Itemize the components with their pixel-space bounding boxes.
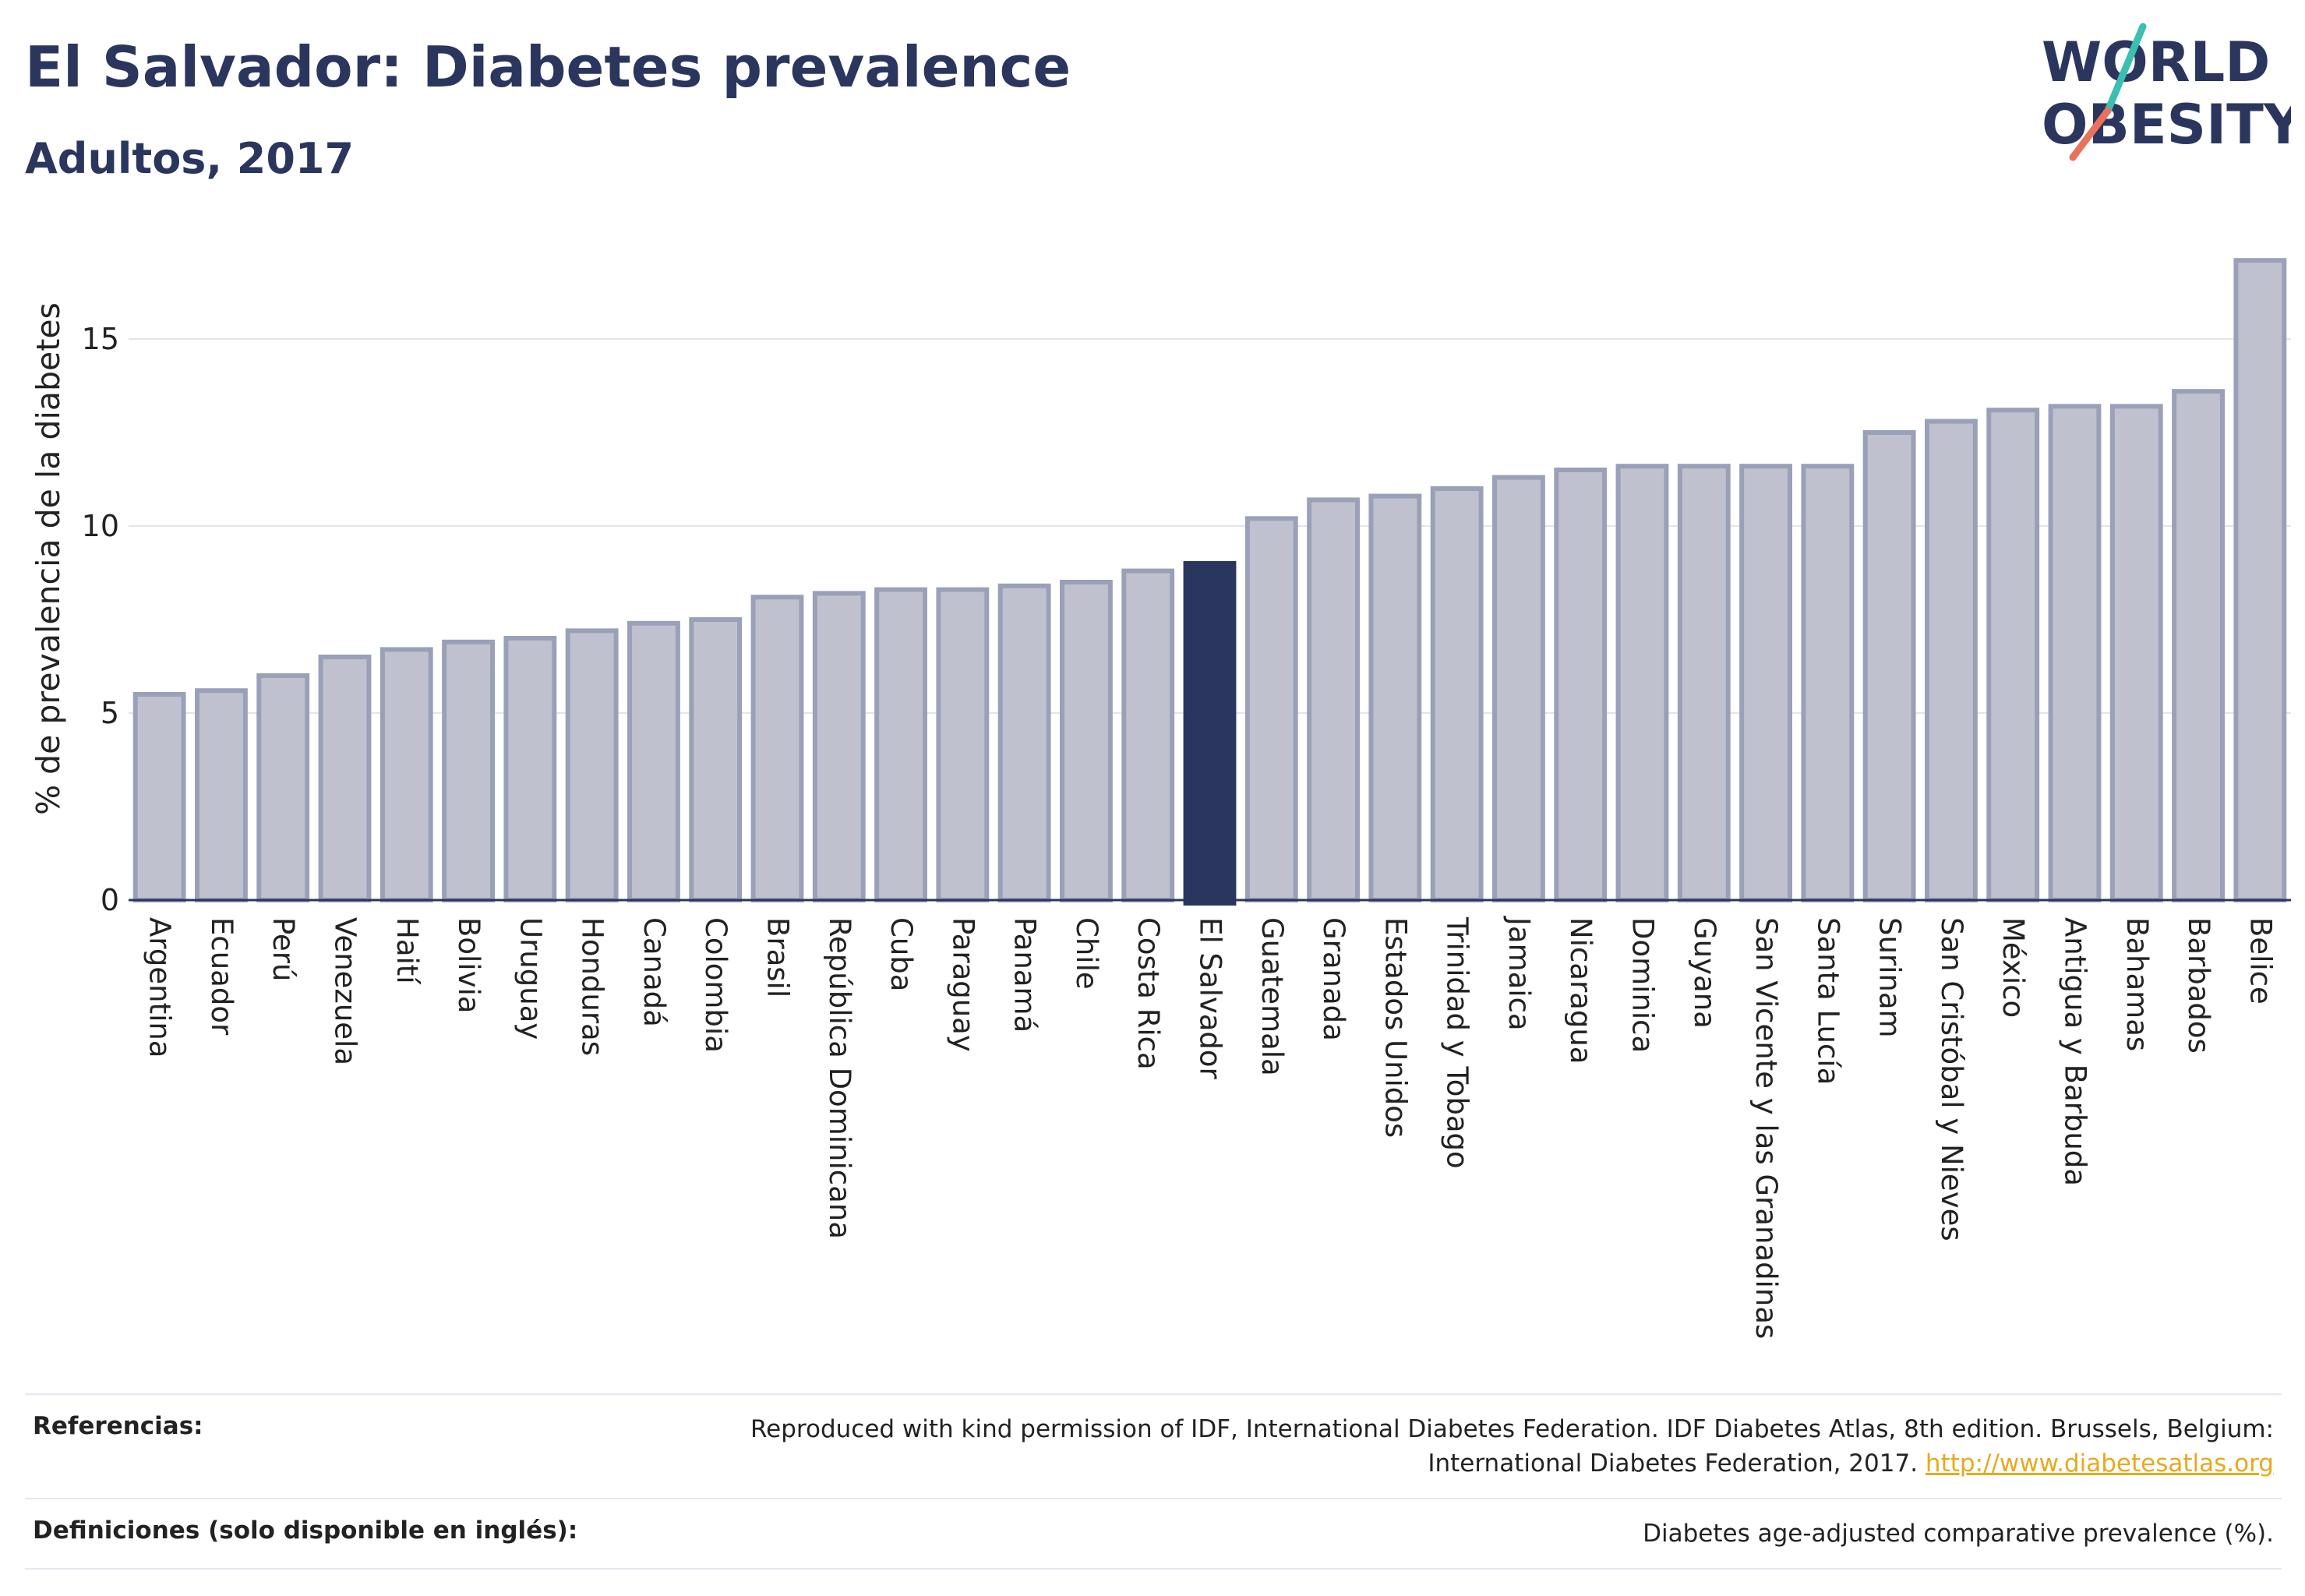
bar[interactable] (1121, 568, 1175, 902)
y-tick-label: 10 (82, 509, 119, 543)
bar[interactable] (1739, 464, 1792, 902)
references-link[interactable]: http://www.diabetesatlas.org (1925, 1449, 2274, 1478)
bar[interactable] (503, 636, 557, 902)
references-label: Referencias: (33, 1412, 203, 1440)
bar[interactable] (1986, 408, 2040, 902)
bar-chart: 0 5 10 15 Argentina Ecuador Perú Venezuela Hait… (30, 258, 2291, 1339)
bar[interactable] (442, 639, 495, 902)
bar[interactable] (132, 692, 186, 902)
references-text: Reproduced with kind permission of IDF, … (750, 1415, 2274, 1478)
footer: Referencias: Reproduced with kind permis… (25, 1393, 2282, 1570)
y-tick-label: 5 (101, 696, 119, 730)
x-tick-label: México (1996, 917, 2030, 1018)
x-tick-label: Brasil (761, 917, 795, 998)
references-row: Referencias: Reproduced with kind permis… (25, 1393, 2282, 1498)
bar[interactable] (1862, 430, 1916, 902)
x-tick-label: Trinidad y Tobago (1441, 916, 1474, 1169)
x-tick-label: Paraguay (946, 917, 980, 1052)
bar[interactable] (689, 617, 743, 902)
bar[interactable] (1554, 468, 1608, 902)
x-tick-label: Perú (267, 917, 300, 981)
x-tick-label: Venezuela (329, 917, 362, 1065)
bar[interactable] (1801, 464, 1855, 902)
definitions-label: Definiciones (solo disponible en inglés)… (33, 1517, 578, 1545)
y-tick-labels: 0 5 10 15 (82, 322, 119, 917)
y-tick-label: 0 (101, 883, 119, 917)
bars-group (129, 258, 2291, 906)
x-tick-label: Haití (390, 917, 424, 985)
x-tick-label: Barbados (2182, 917, 2215, 1054)
x-tick-labels: Argentina Ecuador Perú Venezuela Haití Bolivi… (143, 916, 2278, 1339)
logo-slash-teal (2104, 23, 2147, 115)
bar[interactable] (750, 595, 804, 902)
x-tick-label: El Salvador (1194, 917, 1227, 1080)
bar[interactable] (2172, 389, 2225, 902)
x-tick-label: Guyana (1688, 917, 1721, 1029)
bar[interactable] (256, 673, 310, 902)
logo-text-world: WORLD (2042, 30, 2270, 94)
bar-highlighted[interactable] (1183, 561, 1237, 906)
bar[interactable] (318, 655, 372, 902)
x-tick-label: Granada (1317, 917, 1350, 1041)
references-text-block: Reproduced with kind permission of IDF, … (598, 1412, 2274, 1481)
x-tick-label: Colombia (699, 917, 732, 1053)
bar[interactable] (2233, 258, 2287, 902)
x-tick-label: República Dominicana (823, 917, 856, 1239)
y-axis-label: % de prevalencia de la diabetes (30, 302, 67, 815)
x-tick-label: Cuba (884, 917, 918, 991)
bar[interactable] (812, 591, 866, 903)
chart-subtitle: Adultos, 2017 (25, 134, 355, 183)
bar[interactable] (1060, 580, 1113, 902)
x-tick-label: Dominica (1626, 917, 1660, 1053)
definitions-row: Definiciones (solo disponible en inglés)… (25, 1498, 2282, 1570)
bar[interactable] (1307, 497, 1360, 902)
x-tick-label: Estados Unidos (1378, 917, 1412, 1138)
x-tick-label: Costa Rica (1131, 917, 1165, 1070)
x-tick-label: Bahamas (2120, 917, 2154, 1051)
x-tick-label: San Vicente y las Granadinas (1749, 917, 1783, 1339)
x-tick-label: Canadá (637, 917, 671, 1027)
bar[interactable] (1244, 516, 1298, 903)
bar[interactable] (997, 583, 1051, 902)
bar[interactable] (565, 628, 619, 903)
bar[interactable] (195, 688, 248, 902)
definitions-text: Diabetes age-adjusted comparative preval… (1643, 1520, 2274, 1548)
x-tick-label: Santa Lucía (1811, 917, 1844, 1085)
x-tick-label: San Cristóbal y Nieves (1935, 917, 1968, 1241)
bar[interactable] (1677, 464, 1731, 902)
x-tick-label: Bolivia (452, 917, 485, 1013)
bar[interactable] (627, 620, 680, 902)
bar[interactable] (2109, 404, 2163, 902)
world-obesity-logo: WORLD OBESITY (2042, 23, 2291, 161)
y-tick-label: 15 (82, 322, 119, 356)
bar[interactable] (1925, 418, 1978, 902)
x-tick-label: Belice (2243, 917, 2277, 1005)
bar[interactable] (1430, 486, 1484, 902)
x-tick-label: Argentina (143, 917, 177, 1058)
bar[interactable] (1615, 464, 1669, 902)
logo-slash-coral (2069, 107, 2112, 161)
x-tick-label: Uruguay (514, 917, 547, 1040)
bar[interactable] (936, 587, 990, 902)
bar[interactable] (2048, 404, 2102, 902)
x-tick-label: Nicaragua (1564, 917, 1597, 1064)
x-tick-label: Jamaica (1502, 916, 1536, 1031)
x-tick-label: Antigua y Barbuda (2059, 917, 2092, 1186)
x-tick-label: Honduras (576, 917, 609, 1056)
x-tick-label: Surinam (1873, 917, 1907, 1038)
bar[interactable] (379, 647, 433, 903)
x-tick-label: Chile (1070, 917, 1103, 990)
chart-title: El Salvador: Diabetes prevalence (25, 34, 1071, 100)
bar[interactable] (1368, 493, 1422, 902)
bar[interactable] (874, 587, 927, 902)
x-tick-label: Guatemala (1255, 917, 1289, 1076)
x-tick-label: Ecuador (205, 917, 238, 1036)
bar[interactable] (1492, 475, 1545, 902)
x-tick-label: Panamá (1008, 917, 1042, 1033)
